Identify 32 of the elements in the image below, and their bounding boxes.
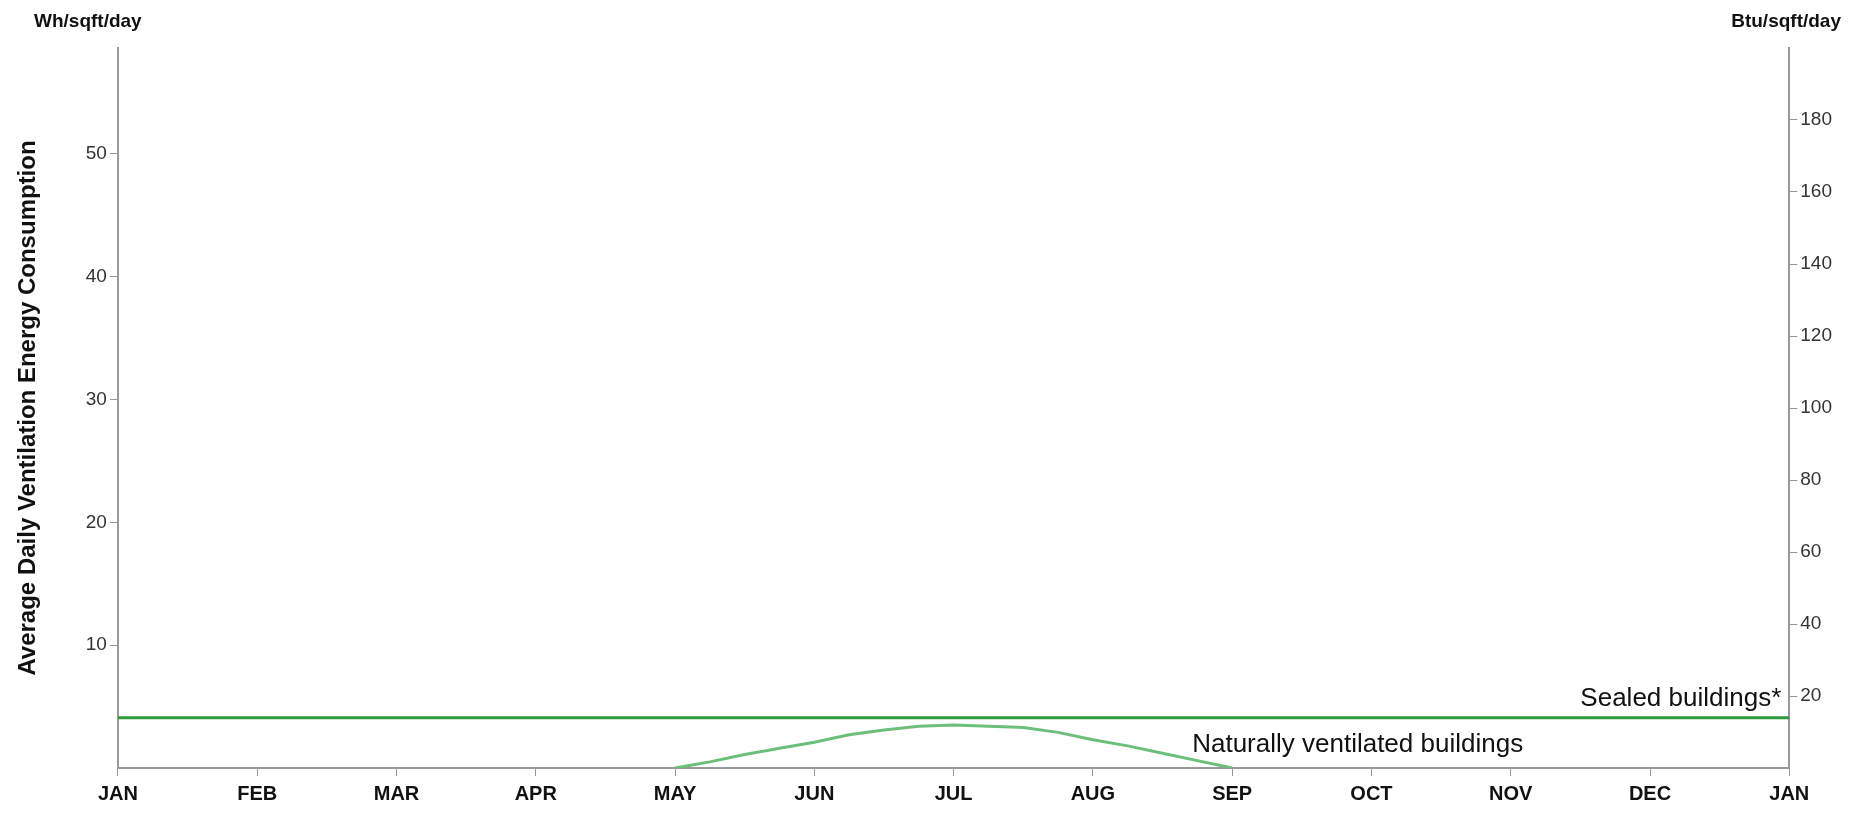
series-label: Sealed buildings* xyxy=(1580,681,1782,712)
x-tick-label: APR xyxy=(514,781,558,804)
x-tick-label: JAN xyxy=(1769,781,1810,804)
y-tick-label: 50 xyxy=(85,141,107,163)
x-tick-label: JUL xyxy=(934,781,973,804)
x-tick-label: FEB xyxy=(237,781,278,804)
y2-tick-label: 20 xyxy=(1800,684,1822,706)
series-label: Naturally ventilated buildings xyxy=(1192,728,1524,759)
y-tick-label: 30 xyxy=(85,387,107,409)
y-axis-title: Average Daily Ventilation Energy Consumption xyxy=(13,140,41,676)
x-tick-label: MAY xyxy=(653,781,698,804)
y2-axis-title: Btu/sqft/day xyxy=(1731,10,1841,32)
x-tick-label: JAN xyxy=(97,781,138,804)
y2-tick-label: 100 xyxy=(1800,396,1832,418)
y-tick-label: 10 xyxy=(85,633,107,655)
y2-tick-label: 120 xyxy=(1800,324,1832,346)
x-tick-label: SEP xyxy=(1212,781,1253,804)
y2-tick-label: 140 xyxy=(1800,252,1832,274)
y2-tick-label: 160 xyxy=(1800,180,1832,202)
x-tick-label: MAR xyxy=(373,781,420,804)
y2-tick-label: 180 xyxy=(1800,108,1832,130)
text: Wh/sqft/day xyxy=(34,10,142,32)
y2-tick-label: 60 xyxy=(1800,540,1822,562)
x-tick-label: JUN xyxy=(794,781,835,804)
x-tick-label: DEC xyxy=(1628,781,1672,804)
x-tick-label: OCT xyxy=(1350,781,1393,804)
y-tick-label: 20 xyxy=(85,510,107,532)
y-tick-label: 40 xyxy=(85,264,107,286)
y2-tick-label: 80 xyxy=(1800,468,1822,490)
y2-tick-label: 40 xyxy=(1800,612,1822,634)
x-tick-label: NOV xyxy=(1489,781,1534,804)
x-tick-label: AUG xyxy=(1070,781,1116,804)
